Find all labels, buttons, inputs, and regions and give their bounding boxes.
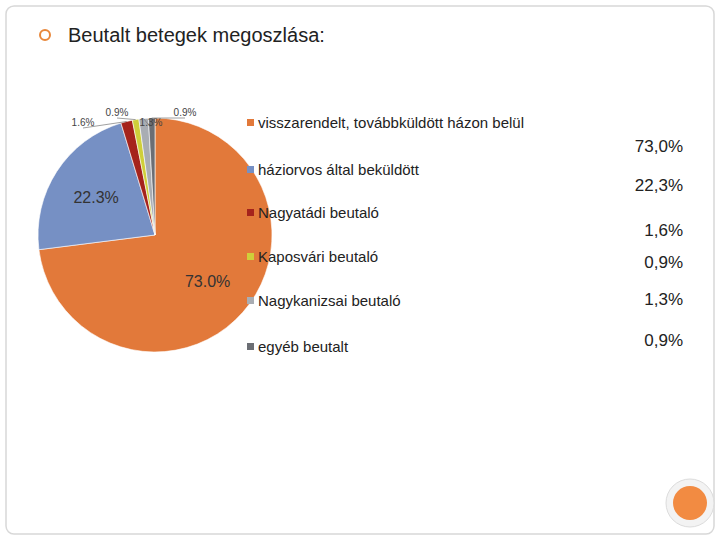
legend-label: Kaposvári beutaló: [258, 248, 378, 265]
legend-value: 1,6%: [644, 221, 683, 240]
pie-slice: [148, 118, 155, 235]
legend: visszarendelt, továbbküldött házon belül…: [247, 114, 524, 355]
title: Beutalt betegek megoszlása:: [68, 24, 325, 46]
pie-slice: [39, 118, 272, 352]
slide: Beutalt betegek megoszlása: 73.0% 22.3% 1.6…: [0, 0, 720, 540]
legend-value: 1,3%: [644, 290, 683, 309]
legend-value: 73,0%: [635, 137, 683, 156]
data-label: 1.3%: [140, 117, 163, 128]
legend-swatch: [247, 253, 254, 260]
legend-values: 73,0% 22,3% 1,6% 0,9% 1,3% 0,9%: [635, 137, 683, 350]
legend-label: egyéb beutalt: [258, 338, 349, 355]
data-label: 73.0%: [185, 273, 230, 290]
corner-dot: [673, 486, 707, 520]
corner-ring: [666, 479, 714, 527]
legend-swatch: [247, 119, 254, 126]
legend-swatch: [247, 297, 254, 304]
data-label: 1.6%: [72, 117, 95, 128]
legend-swatch: [247, 343, 254, 350]
pie: [38, 118, 272, 352]
data-label: 0.9%: [106, 107, 129, 118]
legend-value: 22,3%: [635, 176, 683, 195]
legend-swatch: [247, 209, 254, 216]
legend-label: visszarendelt, továbbküldött házon belül: [258, 114, 524, 131]
leader-line: [117, 118, 136, 120]
legend-label: Nagykanizsai beutaló: [258, 292, 401, 309]
data-label: 0.9%: [174, 107, 197, 118]
legend-label: Nagyatádi beutaló: [258, 204, 379, 221]
legend-label: háziorvos által beküldött: [258, 161, 420, 178]
legend-value: 0,9%: [644, 331, 683, 350]
data-labels: 73.0% 22.3% 1.6% 0.9% 1.3% 0.9%: [72, 107, 231, 290]
bullet: [40, 30, 50, 40]
data-label: 22.3%: [73, 189, 118, 206]
legend-swatch: [247, 166, 254, 173]
pie-slice: [139, 118, 155, 235]
slide-frame: [6, 6, 714, 534]
legend-value: 0,9%: [644, 253, 683, 272]
